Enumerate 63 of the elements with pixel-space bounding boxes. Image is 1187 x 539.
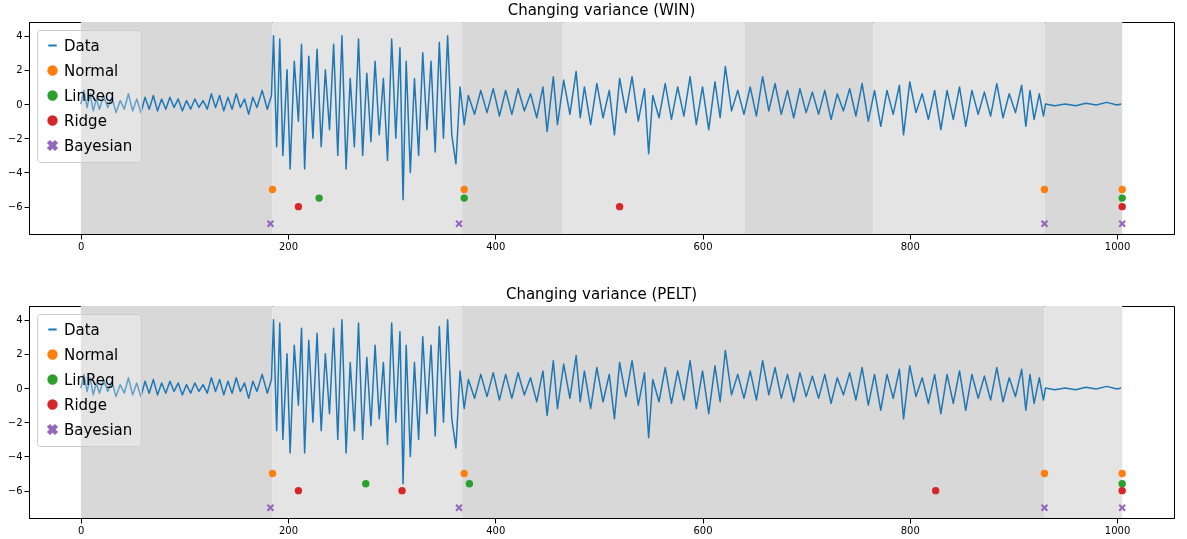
y-tick-label: −4 [7,166,23,178]
point [455,220,463,228]
y-tick-label: 2 [16,348,23,360]
y-tick-label: 0 [16,98,23,110]
point [455,504,463,512]
point [465,480,474,488]
point [362,480,370,488]
point [266,220,275,228]
point [268,469,277,478]
legend-label: Ridge [64,111,107,130]
legend-label: Bayesian [64,420,133,439]
legend-label: Data [64,320,100,339]
chart-title: Changing variance (WIN) [507,1,696,19]
x-tick-label: 400 [486,524,506,536]
point [398,486,406,495]
x-tick-label: 600 [693,240,713,252]
point [266,504,275,512]
x-tick-label: 600 [693,524,713,536]
y-tick-label: −2 [7,132,23,144]
point [1118,185,1126,194]
x-tick-label: 200 [279,524,299,536]
legend-label: Data [64,36,100,55]
y-tick-label: 0 [16,382,23,394]
point [1118,504,1126,512]
point [1118,220,1126,228]
point [1118,486,1126,495]
point [315,194,323,202]
x-tick-label: 200 [279,240,299,252]
point [460,185,468,194]
x-tick-label: 0 [78,524,85,536]
x-tick-label: 1000 [1104,524,1131,536]
point [1118,480,1126,488]
point [460,194,468,202]
y-tick-label: −6 [7,485,23,497]
x-tick-label: 1000 [1104,240,1131,252]
legend-label: Normal [64,345,119,364]
chart-title: Changing variance (PELT) [505,285,698,303]
point [268,185,277,194]
y-tick-label: 4 [16,314,23,326]
point [1040,185,1049,194]
x-tick-label: 0 [78,240,85,252]
y-tick-label: −2 [7,416,23,428]
legend-label: Bayesian [64,136,133,155]
point [1040,504,1049,512]
point [1118,469,1126,478]
y-tick-label: −4 [7,450,23,462]
point [615,202,624,211]
point [1118,194,1126,202]
point [294,486,303,495]
point [1118,202,1126,211]
x-tick-label: 400 [486,240,506,252]
y-tick-label: 2 [16,64,23,76]
legend-label: Normal [64,61,119,80]
y-tick-label: 4 [16,30,23,42]
x-tick-label: 800 [900,240,920,252]
point [1040,469,1049,478]
y-tick-label: −6 [7,201,23,213]
point [294,202,303,211]
legend-label: Ridge [64,395,107,414]
point [460,469,468,478]
point [931,486,940,495]
point [1040,220,1049,228]
x-tick-label: 800 [900,524,920,536]
